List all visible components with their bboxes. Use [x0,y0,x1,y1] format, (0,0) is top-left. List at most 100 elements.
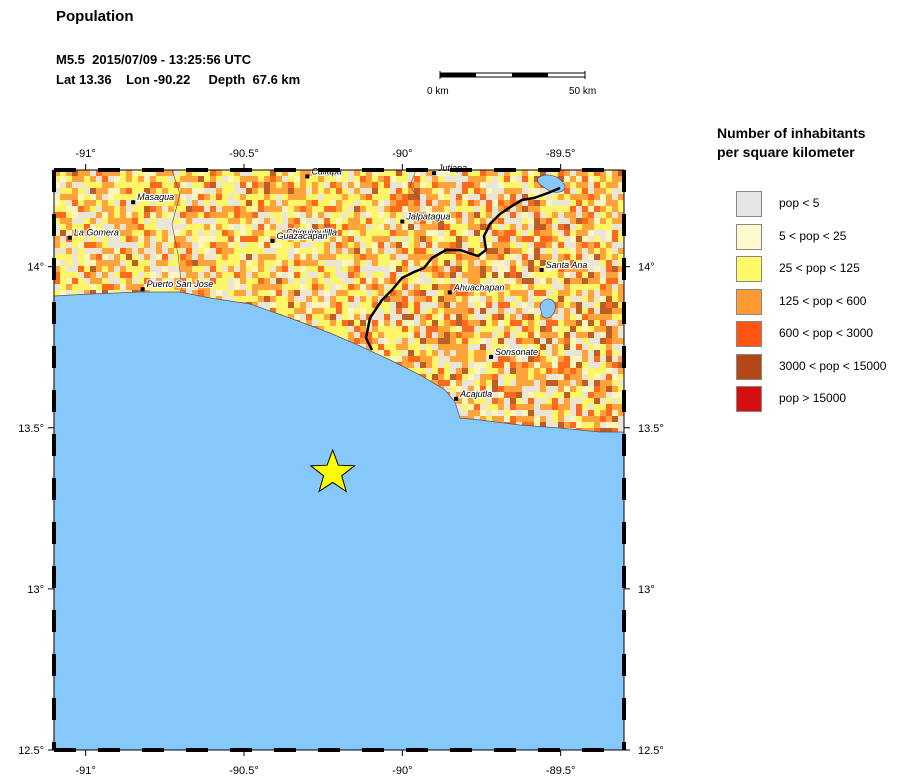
population-cell [264,302,270,308]
population-cell [606,194,612,200]
population-cell [450,188,456,194]
population-cell [348,308,354,314]
population-cell [366,242,372,248]
population-cell [204,260,210,266]
population-cell [96,224,102,230]
population-cell [312,194,318,200]
population-cell [438,236,444,242]
population-cell [162,278,168,284]
population-cell [522,194,528,200]
population-cell [546,170,552,176]
population-cell [108,236,114,242]
population-cell [498,356,504,362]
population-cell [432,320,438,326]
population-cell [108,200,114,206]
population-cell [198,248,204,254]
population-cell [576,290,582,296]
population-cell [600,254,606,260]
population-cell [366,266,372,272]
population-cell [90,200,96,206]
population-cell [606,284,612,290]
population-cell [330,230,336,236]
population-cell [564,188,570,194]
population-cell [312,212,318,218]
population-cell [606,422,612,428]
population-cell [96,248,102,254]
population-cell [540,380,546,386]
population-cell [534,272,540,278]
population-cell [204,266,210,272]
population-cell [576,308,582,314]
population-cell [546,332,552,338]
population-cell [570,254,576,260]
population-cell [492,350,498,356]
population-cell [126,266,132,272]
population-cell [372,236,378,242]
population-cell [288,188,294,194]
population-cell [216,278,222,284]
population-cell [330,302,336,308]
population-cell [84,290,90,296]
population-cell [330,212,336,218]
population-cell [396,266,402,272]
population-cell [480,296,486,302]
population-cell [174,176,180,182]
population-cell [396,320,402,326]
population-cell [420,236,426,242]
population-cell [60,188,66,194]
population-cell [324,296,330,302]
population-cell [156,218,162,224]
population-cell [132,242,138,248]
population-cell [480,362,486,368]
population-cell [588,410,594,416]
population-cell [66,278,72,284]
population-cell [78,224,84,230]
population-cell [450,284,456,290]
population-cell [540,350,546,356]
population-cell [384,266,390,272]
population-cell [594,398,600,404]
population-cell [522,344,528,350]
population-cell [180,236,186,242]
population-cell [72,176,78,182]
population-cell [252,296,258,302]
population-cell [366,206,372,212]
population-cell [588,284,594,290]
population-cell [132,266,138,272]
population-cell [456,392,462,398]
population-cell [294,260,300,266]
population-cell [606,212,612,218]
population-cell [498,374,504,380]
population-cell [492,374,498,380]
population-cell [144,200,150,206]
population-cell [282,212,288,218]
population-cell [300,236,306,242]
population-cell [426,254,432,260]
population-cell [456,380,462,386]
population-cell [90,236,96,242]
population-cell [120,212,126,218]
population-cell [552,206,558,212]
population-cell [540,194,546,200]
population-cell [378,260,384,266]
population-cell [180,188,186,194]
population-cell [594,350,600,356]
population-cell [534,260,540,266]
population-cell [528,218,534,224]
population-cell [606,404,612,410]
population-cell [324,314,330,320]
population-cell [456,242,462,248]
population-cell [378,206,384,212]
population-cell [384,170,390,176]
population-cell [366,278,372,284]
population-cell [102,278,108,284]
population-cell [300,170,306,176]
population-cell [450,260,456,266]
population-cell [450,302,456,308]
population-cell [378,290,384,296]
population-cell [216,170,222,176]
population-cell [432,188,438,194]
population-cell [366,314,372,320]
population-cell [582,398,588,404]
population-cell [420,302,426,308]
